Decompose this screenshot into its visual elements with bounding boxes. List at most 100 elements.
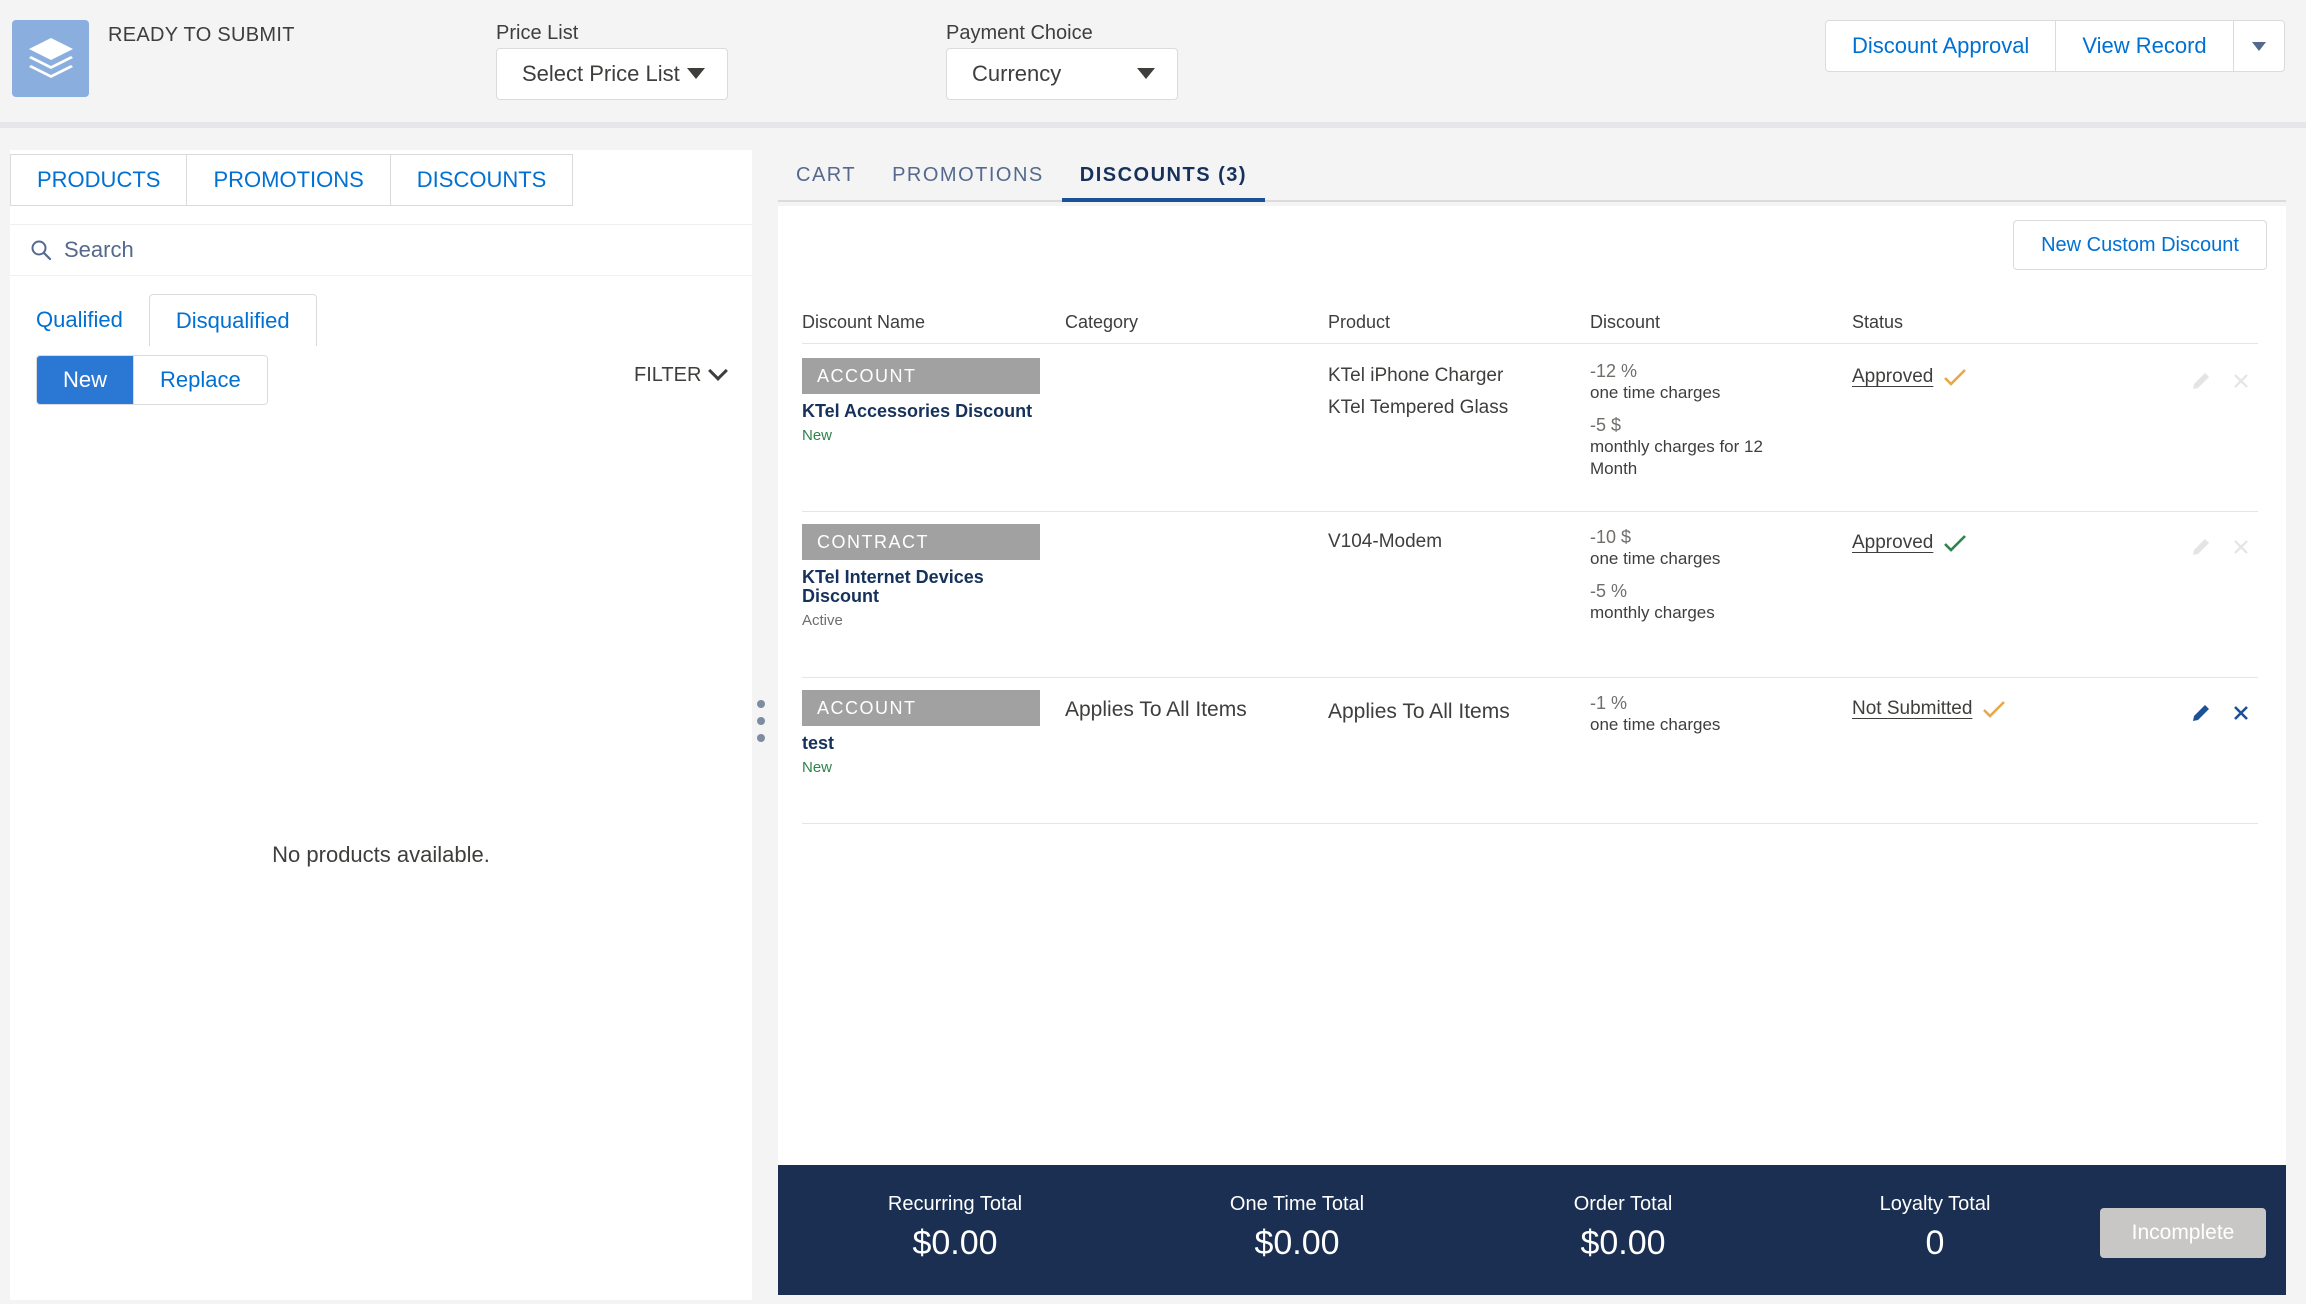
edit-pencil-icon[interactable] [2190, 370, 2212, 397]
caret-down-icon [1137, 68, 1155, 79]
tab-cart-promotions[interactable]: PROMOTIONS [892, 163, 1044, 186]
total-value: $0.00 [912, 1224, 998, 1262]
payment-choice-label: Payment Choice [946, 22, 1093, 44]
discount-description: one time charges [1590, 549, 1721, 568]
row-actions [2190, 702, 2270, 729]
status-link[interactable]: Approved [1852, 532, 1934, 553]
search-placeholder: Search [64, 237, 134, 262]
close-icon[interactable] [2232, 704, 2250, 727]
discount-name-cell: CONTRACT KTel Internet Devices Discount … [802, 524, 1040, 629]
product-cell: V104-Modem [1328, 526, 1442, 558]
tab-cart-discounts[interactable]: DISCOUNTS (3) [1061, 150, 1266, 202]
header-bar: READY TO SUBMIT Price List Select Price … [0, 0, 2306, 128]
search-input[interactable]: Search [10, 224, 752, 276]
status-link[interactable]: Not Submitted [1852, 698, 1973, 719]
edit-pencil-icon[interactable] [2190, 702, 2212, 729]
check-icon [1944, 535, 1967, 552]
empty-state-message: No products available. [272, 842, 490, 867]
more-actions-button[interactable] [2234, 21, 2284, 71]
total-label: One Time Total [1229, 1193, 1365, 1215]
tab-discounts[interactable]: DISCOUNTS [416, 167, 547, 192]
column-header-product[interactable]: Product [1328, 312, 1391, 332]
discount-name: KTel Accessories Discount [802, 401, 1033, 421]
tab-cart[interactable]: CART [796, 163, 857, 186]
loyalty-total: Loyalty Total 0 [1825, 1193, 2045, 1263]
total-value: $0.00 [1580, 1224, 1666, 1262]
payment-choice-value: Currency [972, 61, 1062, 86]
status-link[interactable]: Approved [1852, 366, 1934, 387]
edit-pencil-icon[interactable] [2190, 536, 2212, 563]
filter-label: FILTER [634, 363, 702, 386]
tab-promotions[interactable]: PROMOTIONS [187, 155, 391, 205]
close-icon[interactable] [2232, 538, 2250, 561]
table-row: CONTRACT KTel Internet Devices Discount … [802, 512, 2258, 678]
total-label: Loyalty Total [1879, 1193, 1991, 1215]
panel-resize-handle[interactable] [757, 700, 767, 751]
discount-description: one time charges [1590, 383, 1721, 402]
price-list-label: Price List [496, 22, 579, 44]
table-row: ACCOUNT KTel Accessories Discount New KT… [802, 346, 2258, 512]
layers-logo-icon [12, 20, 89, 97]
chevron-down-icon [708, 361, 729, 381]
product-cell: Applies To All Items [1328, 696, 1510, 728]
discount-state: New [802, 427, 833, 444]
discount-cell: -10 $ one time charges -5 % monthly char… [1590, 526, 1810, 624]
discount-description: one time charges [1590, 715, 1721, 734]
qualification-tabs: Qualified Disqualified [10, 294, 317, 346]
status-cell: Approved [1852, 532, 1967, 554]
discount-name-cell: ACCOUNT test New [802, 690, 1040, 776]
discount-approval-button[interactable]: Discount Approval [1826, 21, 2057, 71]
column-header-discount[interactable]: Discount [1590, 312, 1661, 332]
new-replace-toggle: New Replace [36, 355, 268, 405]
status-cell: Approved [1852, 366, 1967, 388]
new-custom-discount-button[interactable]: New Custom Discount [2013, 220, 2267, 270]
discounts-panel: New Custom Discount Discount Name Catego… [778, 206, 2286, 1166]
payment-choice-select[interactable]: Currency [946, 48, 1178, 100]
total-label: Order Total [1573, 1193, 1673, 1215]
discount-amount: -12 % [1590, 361, 1638, 381]
quote-status: READY TO SUBMIT [108, 24, 295, 46]
tab-disqualified[interactable]: Disqualified [148, 294, 317, 346]
cart-tab-bar: CART PROMOTIONS DISCOUNTS (3) [778, 150, 2286, 202]
one-time-total: One Time Total $0.00 [1187, 1193, 1407, 1263]
replace-button[interactable]: Replace [133, 356, 267, 404]
column-header-category[interactable]: Category [1065, 312, 1139, 332]
discount-cell: -12 % one time charges -5 $ monthly char… [1590, 360, 1810, 480]
discount-description: monthly charges for 12 Month [1590, 437, 1763, 478]
discount-cell: -1 % one time charges [1590, 692, 1810, 736]
header-action-group: Discount Approval View Record [1825, 20, 2285, 72]
product-cell: KTel iPhone Charger KTel Tempered Glass [1328, 360, 1508, 424]
order-total: Order Total $0.00 [1513, 1193, 1733, 1263]
view-record-button[interactable]: View Record [2056, 21, 2234, 71]
total-value: 0 [1925, 1224, 1945, 1262]
discount-state: Active [802, 612, 843, 629]
total-value: $0.00 [1254, 1224, 1340, 1262]
discount-state: New [802, 759, 833, 776]
product-name: Applies To All Items [1328, 700, 1510, 723]
new-button[interactable]: New [37, 356, 134, 404]
discount-type-badge: ACCOUNT [802, 690, 1040, 726]
tab-qualified[interactable]: Qualified [36, 307, 123, 332]
status-cell: Not Submitted [1852, 698, 2006, 720]
chevron-down-icon [2251, 41, 2266, 51]
price-list-value: Select Price List [522, 61, 680, 86]
discount-type-badge: ACCOUNT [802, 358, 1040, 394]
discount-name: test [802, 733, 835, 753]
tab-products[interactable]: PRODUCTS [11, 155, 188, 205]
category-cell: Applies To All Items [1065, 698, 1247, 721]
column-header-discount-name[interactable]: Discount Name [802, 312, 926, 332]
close-icon[interactable] [2232, 372, 2250, 395]
discount-amount: -1 % [1590, 693, 1628, 713]
left-tab-bar: PRODUCTS PROMOTIONS DISCOUNTS [10, 154, 574, 206]
column-header-status[interactable]: Status [1852, 312, 1904, 332]
table-header: Discount Name Category Product Discount … [802, 304, 2258, 344]
table-row: ACCOUNT test New Applies To All Items Ap… [802, 678, 2258, 824]
incomplete-button[interactable]: Incomplete [2100, 1208, 2266, 1258]
check-icon [1944, 369, 1967, 386]
discount-type-badge: CONTRACT [802, 524, 1040, 560]
row-actions [2190, 536, 2270, 563]
price-list-select[interactable]: Select Price List [496, 48, 728, 100]
product-name: KTel iPhone Charger [1328, 365, 1504, 386]
discount-description: monthly charges [1590, 603, 1715, 622]
filter-button[interactable]: FILTER [634, 355, 729, 395]
